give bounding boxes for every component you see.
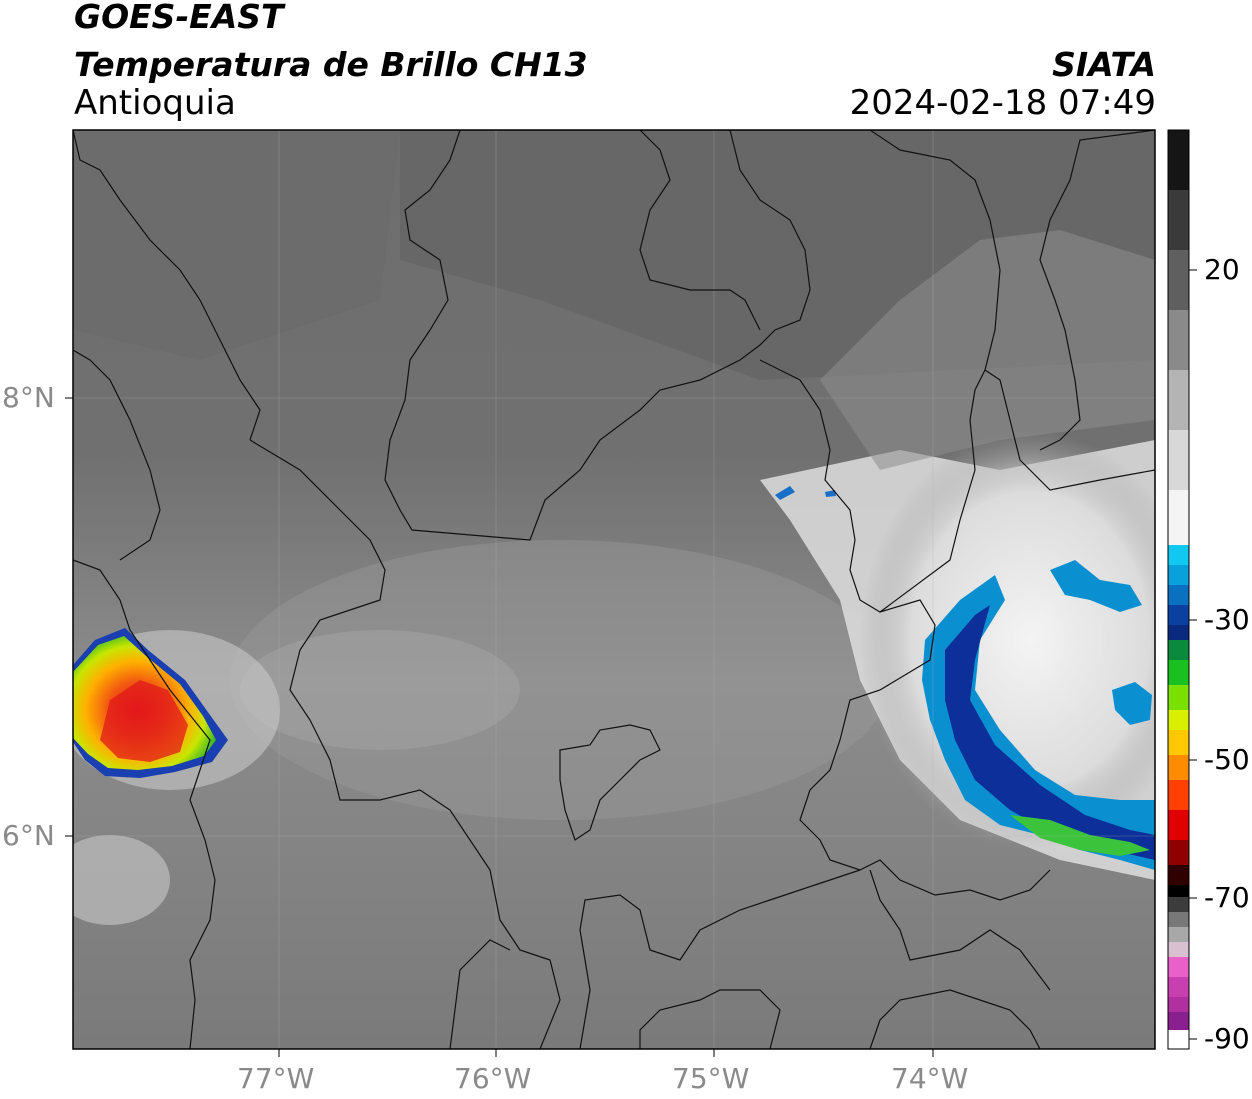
lon-label-76w: 76°W — [454, 1062, 532, 1095]
colorbar-label-minus70: -70 — [1204, 881, 1250, 914]
lat-label-6n: 6°N — [2, 819, 55, 852]
datetime-label: 2024-02-18 07:49 — [849, 83, 1156, 123]
map-frame — [72, 129, 1156, 1050]
colorbar-label-minus90: -90 — [1204, 1022, 1250, 1055]
subtitle-region: Antioquia — [74, 83, 236, 123]
colorbar — [1167, 129, 1197, 1050]
satellite-image — [73, 130, 1155, 1049]
colorbar-label-minus50: -50 — [1204, 743, 1250, 776]
lon-label-74w: 74°W — [891, 1062, 969, 1095]
lon-label-77w: 77°W — [237, 1062, 315, 1095]
agency-label: SIATA — [1052, 45, 1156, 84]
title-satellite: GOES-EAST — [74, 0, 284, 36]
graticule — [73, 130, 1155, 1049]
lon-label-75w: 75°W — [672, 1062, 750, 1095]
admin-boundaries — [73, 130, 1155, 1049]
lat-label-8n: 8°N — [2, 381, 55, 414]
colorbar-label-minus30: -30 — [1204, 603, 1250, 636]
axis-ticks — [65, 397, 934, 1057]
title-product: Temperatura de Brillo CH13 — [74, 45, 588, 84]
colorbar-label-20: 20 — [1204, 253, 1240, 286]
